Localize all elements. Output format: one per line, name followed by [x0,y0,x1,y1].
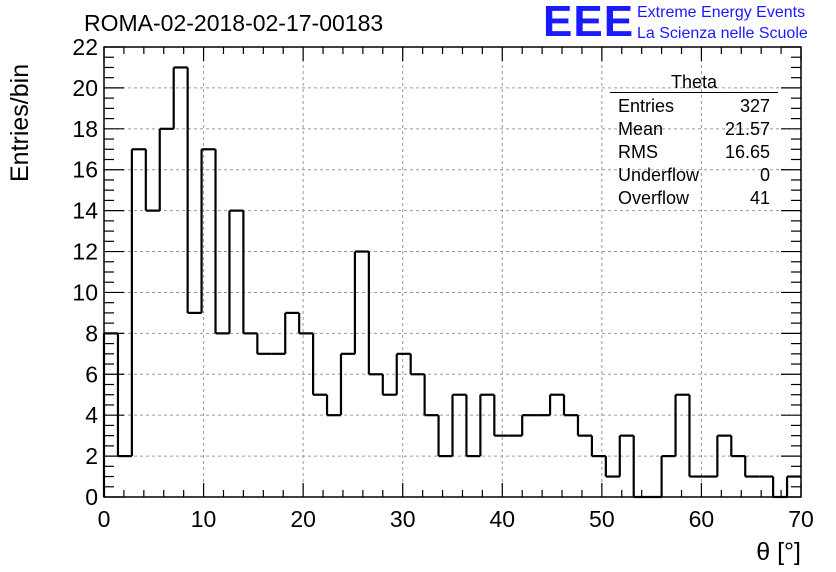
logo-line-1: Extreme Energy Events [637,4,806,21]
stats-row: Underflow 0 [610,164,778,187]
x-tick-label: 40 [489,506,515,532]
y-tick-label: 22 [72,34,98,60]
y-tick-label: 18 [72,116,98,142]
y-tick-label: 20 [72,75,98,101]
x-axis-label: θ [°] [756,538,801,566]
y-tick-label: 10 [72,279,98,305]
logo-line-2: La Scienza nelle Scuole [637,25,808,42]
stats-row: Entries 327 [610,95,778,118]
stats-row: Mean 21.57 [610,118,778,141]
eee-logo: EEE [543,0,635,46]
plot-frame [103,46,802,498]
x-tick-label: 20 [290,506,316,532]
stats-label: Underflow [618,165,700,185]
x-tick-label: 0 [98,506,111,532]
stats-value: 0 [759,165,770,185]
y-tick-label: 16 [72,157,98,183]
chart-title: ROMA-02-2018-02-17-00183 [84,10,384,36]
stats-title: Theta [610,72,778,93]
stats-box: Theta Entries 327 Mean 21.57 RMS 16.65 Underfl… [610,72,778,210]
y-tick-label: 0 [85,484,98,510]
stats-value: 327 [739,96,770,116]
y-tick-label: 8 [85,320,98,346]
y-tick-label: 6 [85,361,98,387]
stats-label: RMS [618,142,658,162]
y-tick-label: 12 [72,239,98,265]
stats-row: Overflow 41 [610,187,778,210]
stats-row: RMS 16.65 [610,141,778,164]
y-tick-label: 2 [85,443,98,469]
x-tick-label: 60 [689,506,715,532]
x-tick-label: 10 [191,506,217,532]
x-tick-label: 70 [788,506,814,532]
y-tick-label: 14 [72,198,98,224]
stats-label: Overflow [618,188,690,208]
x-tick-label: 30 [390,506,416,532]
x-tick-label: 50 [589,506,615,532]
stats-label: Mean [618,119,664,139]
stats-value: 41 [749,188,770,208]
stats-value: 16.65 [724,142,770,162]
y-tick-label: 4 [85,402,98,428]
stats-label: Entries [618,96,675,116]
stats-value: 21.57 [724,119,770,139]
y-axis-label: Entries/bin [6,63,34,182]
